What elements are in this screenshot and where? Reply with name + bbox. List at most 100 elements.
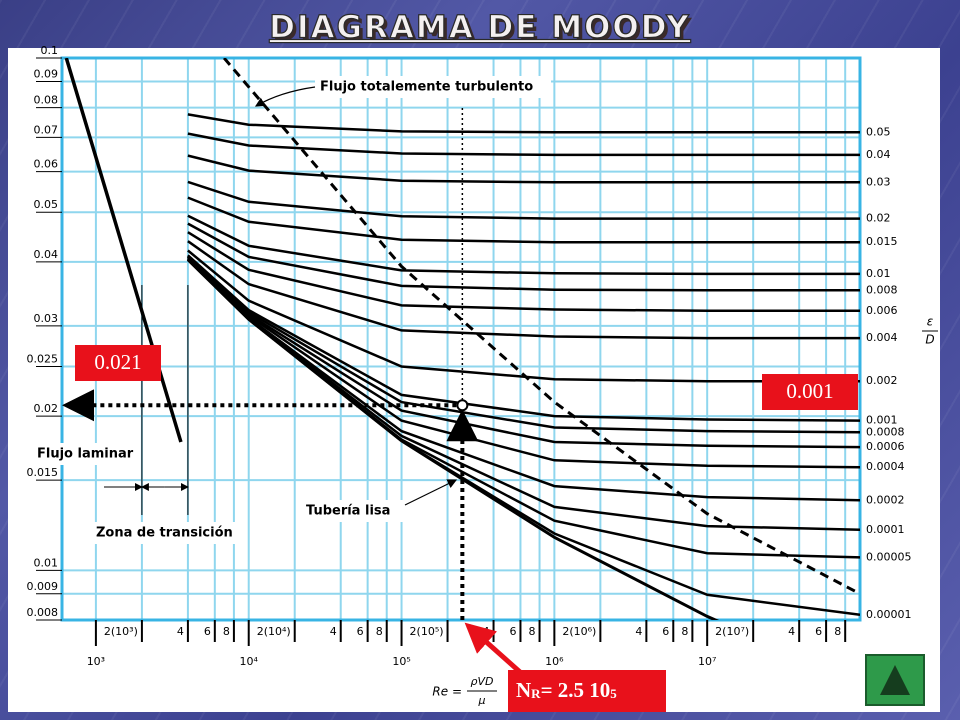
- x-tick-major-label: 10⁶: [545, 655, 564, 668]
- re-label-part: R: [531, 686, 541, 701]
- y-tick-label: 0.02: [34, 402, 59, 415]
- x-tick-major-label: 10⁷: [698, 655, 716, 668]
- y-tick-label: 0.01: [34, 556, 59, 569]
- y-tick-label: 0.07: [34, 123, 59, 136]
- x-axis-label-num: ρVD: [471, 675, 494, 688]
- value-box-text: 0.021: [94, 350, 141, 374]
- x-tick-label: 4: [788, 625, 795, 638]
- annotation-arrow: [254, 86, 316, 107]
- x-tick-label: 4: [635, 625, 642, 638]
- x-tick-label: 8: [834, 625, 841, 638]
- value-box: [762, 374, 858, 410]
- friction-curve: [187, 113, 860, 134]
- turbulent-limit: [222, 58, 860, 596]
- friction-curve: [187, 196, 860, 244]
- x-tick-label: 2(10⁷): [715, 625, 749, 638]
- x-tick-label: 2(10⁶): [562, 625, 596, 638]
- x-tick-major-label: 10³: [87, 655, 105, 668]
- annotation: Flujo laminar: [37, 447, 134, 462]
- x-axis-label-den: μ: [478, 694, 486, 707]
- smooth-curve: [186, 258, 720, 620]
- value-box: [508, 670, 666, 712]
- y-tick-label: 0.025: [27, 352, 59, 365]
- re-label-part: = 2.5 10: [541, 678, 611, 702]
- roughness-label: 0.008: [866, 283, 898, 296]
- annotation-bg: [315, 76, 551, 98]
- roughness-label: 0.03: [866, 175, 891, 188]
- title-shadow: DIAGRAMA DE MOODY: [272, 13, 693, 49]
- x-tick-label: 4: [330, 625, 337, 638]
- annotation: Zona de transición: [96, 526, 233, 541]
- roughness-label: 0.001: [866, 414, 898, 427]
- annotation-bg: [92, 522, 246, 544]
- nav-icon[interactable]: [880, 665, 910, 695]
- roughness-label: 0.006: [866, 304, 898, 317]
- value-box-text: 0.001: [786, 379, 833, 403]
- y-tick-label: 0.09: [34, 67, 59, 80]
- x-tick-major-label: 10⁵: [392, 655, 410, 668]
- re-label: NR= 2.5 105: [516, 678, 617, 702]
- roughness-label: 0.00001: [866, 608, 912, 621]
- y-tick-label: 0.008: [27, 606, 59, 619]
- x-tick-label: 4: [483, 625, 490, 638]
- roughness-label: 0.004: [866, 331, 898, 344]
- roughness-label: 0.002: [866, 374, 898, 387]
- y2-axis-label-den: D: [925, 333, 934, 347]
- roughness-label: 0.01: [866, 267, 891, 280]
- x-tick-major-label: 10⁴: [240, 655, 259, 668]
- plot-layer: 0.10.090.080.070.060.050.040.030.0250.02…: [27, 44, 938, 712]
- reading-point: [456, 399, 469, 412]
- friction-curve: [187, 132, 860, 157]
- annotation-bg: [33, 443, 139, 465]
- friction-curve: [187, 154, 860, 184]
- y-tick-label: 0.009: [27, 580, 59, 593]
- chart-title: DIAGRAMA DE MOODY: [269, 10, 690, 46]
- roughness-label: 0.0006: [866, 440, 905, 453]
- x-tick-label: 2(10⁵): [410, 625, 444, 638]
- x-tick-label: 6: [357, 625, 364, 638]
- roughness-label: 0.02: [866, 212, 891, 225]
- x-tick-label: 8: [529, 625, 536, 638]
- annotation-arrow: [404, 479, 458, 506]
- annotation: Tubería lisa: [306, 504, 390, 519]
- x-axis-label: Re =: [432, 685, 462, 699]
- x-tick-label: 6: [204, 625, 211, 638]
- roughness-label: 0.0001: [866, 523, 905, 536]
- friction-curve: [187, 222, 860, 292]
- x-tick-label: 8: [376, 625, 383, 638]
- x-tick-label: 8: [681, 625, 688, 638]
- roughness-label: 0.05: [866, 125, 891, 138]
- x-tick-label: 6: [815, 625, 822, 638]
- re-label-part: N: [516, 678, 531, 702]
- y-tick-label: 0.04: [34, 248, 59, 261]
- roughness-label: 0.00005: [866, 550, 912, 563]
- x-tick-label: 2(10⁴): [257, 625, 291, 638]
- friction-curve: [187, 231, 860, 313]
- friction-curve: [187, 249, 860, 383]
- friction-curve: [187, 254, 860, 422]
- x-tick-label: 2(10³): [104, 625, 138, 638]
- annotation: Flujo totalemente turbulento: [320, 80, 533, 95]
- y-tick-label: 0.06: [34, 158, 59, 171]
- friction-curve: [187, 214, 860, 276]
- value-box: [75, 345, 161, 381]
- laminar-line: [64, 58, 183, 443]
- y2-axis-label-num: ε: [927, 315, 934, 329]
- friction-curve: [187, 180, 860, 220]
- roughness-label: 0.0004: [866, 460, 905, 473]
- roughness-label: 0.04: [866, 148, 891, 161]
- y-tick-label: 0.1: [41, 44, 59, 57]
- x-tick-label: 4: [177, 625, 184, 638]
- annotation-bg: [302, 500, 406, 522]
- y-tick-label: 0.05: [34, 198, 59, 211]
- x-tick-label: 6: [662, 625, 669, 638]
- y-tick-label: 0.03: [34, 312, 59, 325]
- roughness-label: 0.0008: [866, 425, 905, 438]
- y-tick-label: 0.015: [27, 466, 59, 479]
- re-arrow: [464, 622, 522, 674]
- re-label-part: 5: [610, 686, 617, 701]
- roughness-label: 0.0002: [866, 493, 905, 506]
- y-tick-label: 0.08: [34, 94, 59, 107]
- x-tick-label: 6: [509, 625, 516, 638]
